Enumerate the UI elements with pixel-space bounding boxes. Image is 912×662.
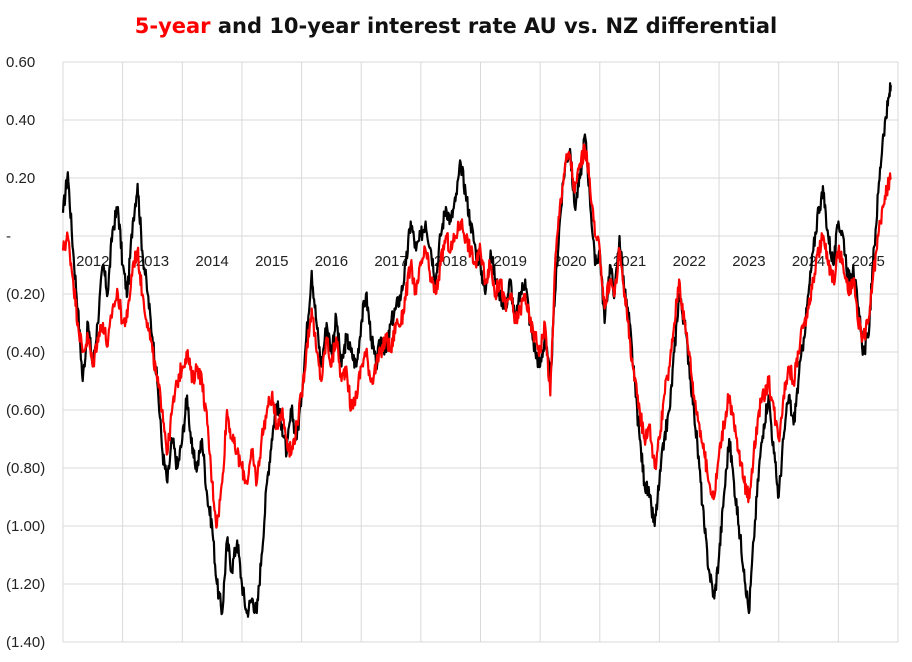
chart-title-main: and 10-year interest rate AU vs. NZ diff… — [217, 14, 778, 38]
y-tick-label: (0.20) — [6, 286, 45, 303]
y-tick-label: (0.80) — [6, 460, 45, 477]
y-tick-label: (1.20) — [6, 576, 45, 593]
y-tick-label: (1.00) — [6, 518, 45, 535]
x-tick-label: 2015 — [255, 253, 288, 270]
chart-title-accent: 5-year — [134, 14, 211, 38]
x-tick-label: 2014 — [195, 253, 228, 270]
x-tick-label: 2023 — [732, 253, 765, 270]
y-tick-label: - — [6, 228, 11, 245]
y-tick-label: (0.40) — [6, 344, 45, 361]
x-tick-label: 2013 — [136, 253, 169, 270]
y-tick-label: 0.40 — [6, 112, 35, 129]
chart-title: 5-year and 10-year interest rate AU vs. … — [0, 14, 912, 38]
x-tick-label: 2012 — [76, 253, 109, 270]
x-axis: 2012 2013 2014 2015 2016 2017 2018 2019 2020 2021… — [76, 253, 885, 270]
y-tick-label: (0.60) — [6, 402, 45, 419]
x-tick-label: 2022 — [673, 253, 706, 270]
series-line-10y — [61, 82, 892, 618]
series-line-5y — [61, 143, 892, 529]
y-tick-label: 0.20 — [6, 170, 35, 187]
x-tick-label: 2017 — [374, 253, 407, 270]
series-group — [61, 82, 892, 618]
x-tick-label: 2019 — [494, 253, 527, 270]
x-tick-label: 2025 — [851, 253, 884, 270]
y-axis: 0.60 0.40 0.20 - (0.20) (0.40) (0.60) (0.80) (1.… — [6, 54, 45, 651]
x-tick-label: 2020 — [553, 253, 586, 270]
x-tick-label: 2016 — [315, 253, 348, 270]
y-tick-label: (1.40) — [6, 634, 45, 651]
y-tick-label: 0.60 — [6, 54, 35, 71]
